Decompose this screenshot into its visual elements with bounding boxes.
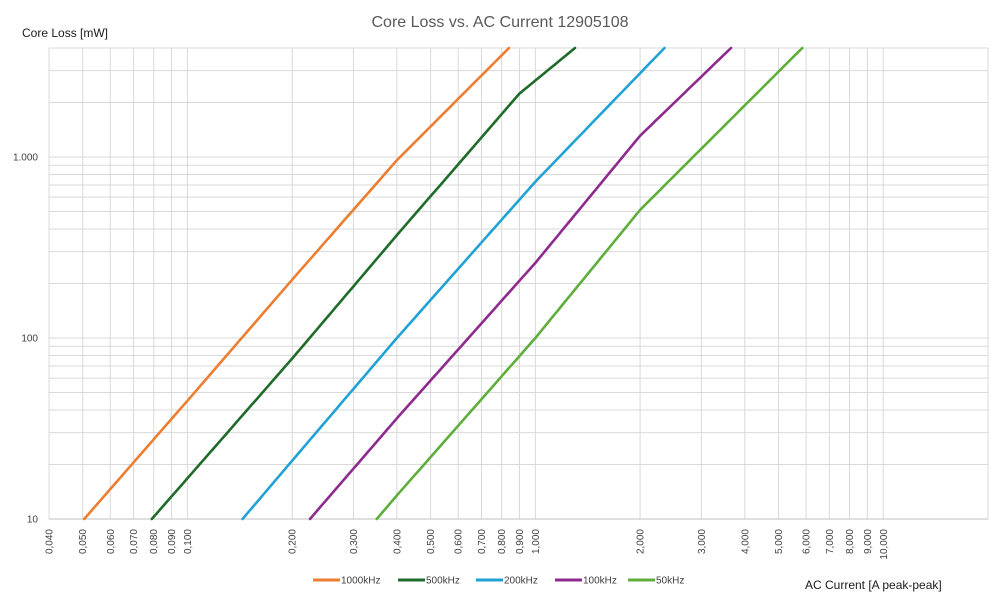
legend-label: 1000kHz (341, 576, 380, 587)
series-line-500kHz (150, 46, 577, 521)
grid (48, 47, 989, 520)
series-line-50kHz (375, 46, 804, 521)
x-tick-label: 0,090 (167, 529, 178, 554)
x-tick-label: 9,000 (863, 529, 874, 554)
x-tick-label: 5,000 (774, 529, 785, 554)
x-tick-label: 0,080 (149, 529, 160, 554)
x-tick-label: 0,300 (349, 529, 360, 554)
x-tick-label: 0,050 (78, 529, 89, 554)
x-tick-label: 1,000 (531, 529, 542, 554)
x-tick-label: 0,500 (426, 529, 437, 554)
x-tick-label: 0,900 (515, 529, 526, 554)
x-tick-label: 0,200 (288, 529, 299, 554)
y-axis-title: Core Loss [mW] (22, 26, 108, 40)
legend-label: 200kHz (504, 576, 538, 587)
x-tick-label: 4,000 (740, 529, 751, 554)
x-tick-label: 0,070 (129, 529, 140, 554)
y-axis-ticks: 10 100 1.000 (13, 152, 38, 525)
series-line-1000kHz (82, 46, 511, 521)
legend-label: 50kHz (656, 576, 684, 587)
x-tick-label: 2,000 (636, 529, 647, 554)
x-tick-label: 0,040 (45, 529, 56, 554)
x-tick-label: 8,000 (845, 529, 856, 554)
legend-label: 500kHz (426, 576, 460, 587)
x-tick-label: 0,700 (477, 529, 488, 554)
x-axis-ticks: 0,040 0,050 0,060 0,070 0,080 0,090 0,100 0,200… (45, 529, 890, 560)
series-line-100kHz (308, 46, 733, 521)
series-line-200kHz (241, 46, 666, 521)
x-tick-label: 0,800 (497, 529, 508, 554)
y-tick-label: 1.000 (13, 152, 38, 163)
legend-label: 100kHz (583, 576, 617, 587)
x-axis-title: AC Current [A peak-peak] (805, 578, 942, 592)
series-lines (82, 46, 804, 521)
x-tick-label: 6,000 (802, 529, 813, 554)
x-tick-label: 0,100 (183, 529, 194, 554)
x-tick-label: 10,000 (879, 529, 890, 560)
legend: 1000kHz 500kHz 200kHz 100kHz 50kHz (313, 576, 684, 587)
chart-title: Core Loss vs. AC Current 12905108 (371, 14, 628, 31)
x-tick-label: 7,000 (825, 529, 836, 554)
x-tick-label: 0,060 (106, 529, 117, 554)
y-tick-label: 100 (21, 333, 38, 344)
x-tick-label: 0,600 (454, 529, 465, 554)
x-tick-label: 3,000 (697, 529, 708, 554)
y-tick-label: 10 (27, 515, 39, 526)
x-tick-label: 0,400 (392, 529, 403, 554)
